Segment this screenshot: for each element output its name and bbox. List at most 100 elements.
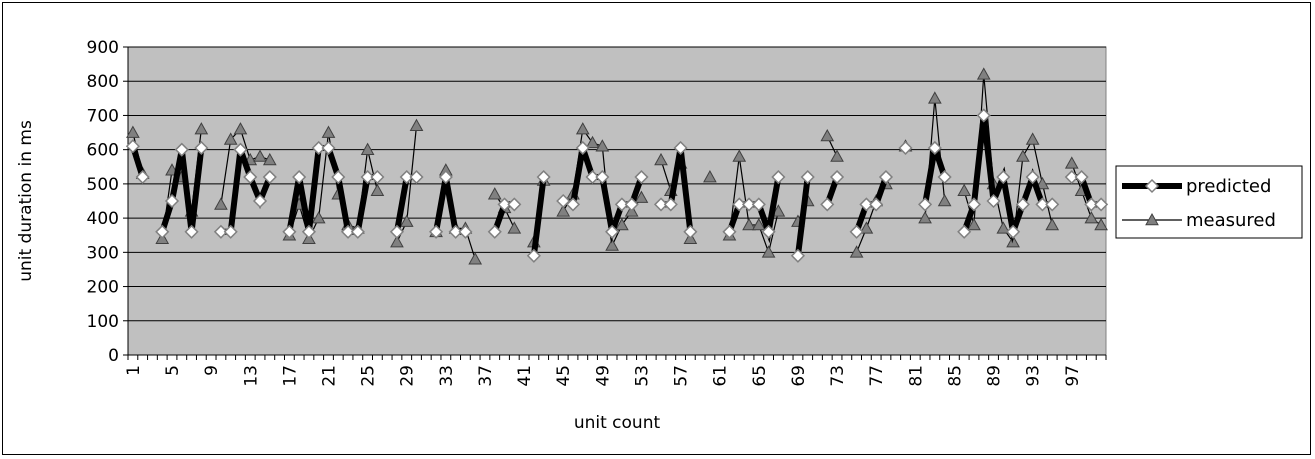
data-point-predicted	[399, 169, 414, 185]
data-point-predicted	[732, 197, 747, 212]
y-tick-label: 300	[87, 243, 119, 263]
x-tick-label: 5	[163, 365, 183, 376]
data-point-predicted	[869, 197, 884, 212]
data-point-predicted	[360, 169, 375, 185]
x-tick-label: 89	[985, 365, 1005, 387]
x-tick-label: 17	[280, 365, 300, 387]
data-point-predicted	[389, 224, 405, 239]
series-layer	[125, 67, 1109, 265]
x-tick-label: 21	[319, 365, 339, 387]
data-point-measured	[575, 122, 590, 135]
legend-label: predicted	[1186, 176, 1271, 197]
data-point-predicted	[918, 197, 933, 212]
data-point-predicted	[487, 224, 502, 239]
data-point-predicted	[448, 224, 463, 239]
data-point-predicted	[1025, 169, 1040, 185]
x-tick-label: 57	[672, 365, 692, 387]
data-point-measured	[311, 211, 326, 224]
data-point-measured	[487, 187, 502, 200]
data-point-measured	[849, 245, 864, 258]
x-tick-label: 13	[241, 365, 261, 387]
data-point-measured	[937, 193, 952, 207]
data-point-predicted	[996, 169, 1011, 185]
data-point-predicted	[849, 224, 864, 239]
data-point-predicted	[878, 169, 894, 185]
data-point-predicted	[976, 108, 991, 123]
data-point-measured	[928, 91, 942, 104]
data-point-predicted	[536, 169, 551, 185]
data-point-measured	[634, 190, 649, 203]
data-point-measured	[1084, 211, 1099, 224]
data-point-predicted	[184, 224, 199, 239]
data-point-measured	[262, 152, 277, 166]
data-point-measured	[1016, 149, 1030, 162]
data-point-measured	[918, 211, 932, 224]
y-tick-labels: 0 100 200 300 400 500 600 700 800 900	[87, 38, 119, 366]
data-point-predicted	[1074, 169, 1089, 185]
data-point-predicted	[859, 197, 874, 212]
legend: predicted measured	[1115, 165, 1303, 239]
data-point-measured	[233, 122, 248, 135]
data-point-predicted	[751, 197, 766, 212]
data-point-measured	[761, 245, 776, 258]
data-point-predicted	[164, 193, 180, 209]
series-predicted	[125, 108, 1109, 263]
x-axis-title: unit count	[574, 413, 661, 433]
data-point-measured	[321, 125, 336, 138]
data-point-predicted	[585, 169, 600, 185]
data-point-measured	[214, 197, 228, 210]
x-tick-label: 65	[750, 365, 770, 387]
data-point-predicted	[595, 169, 610, 185]
x-tick-labels: 1 5 9 13 17 21 25 29 33 37 41 45 49 53 57 61 65 69 73 77 81 8…	[124, 365, 1083, 387]
x-tick-label: 73	[828, 365, 848, 387]
data-point-predicted	[340, 224, 356, 239]
data-point-measured	[996, 221, 1011, 234]
data-point-predicted	[331, 169, 346, 185]
data-point-predicted	[575, 140, 590, 156]
data-point-predicted	[301, 224, 316, 239]
plot-area	[127, 46, 1107, 356]
data-point-predicted	[634, 169, 649, 185]
data-point-predicted	[966, 197, 982, 212]
data-point-predicted	[252, 193, 268, 209]
data-point-measured	[742, 217, 756, 231]
x-tick-label: 97	[1063, 365, 1083, 387]
legend-box	[1115, 165, 1303, 239]
data-point-predicted	[673, 140, 688, 156]
data-point-measured	[605, 238, 619, 251]
data-point-predicted	[927, 140, 942, 156]
x-tick-label: 29	[398, 365, 418, 387]
data-point-predicted	[761, 224, 776, 239]
data-point-predicted	[1035, 197, 1050, 212]
data-point-measured	[399, 214, 414, 227]
data-point-predicted	[1045, 197, 1060, 212]
y-tick-label: 0	[108, 346, 119, 366]
data-point-measured	[615, 217, 629, 231]
data-point-predicted	[937, 169, 952, 185]
legend-items: predicted measured	[1122, 176, 1276, 231]
x-tick-label: 85	[945, 365, 965, 387]
data-point-predicted	[820, 197, 835, 212]
data-point-predicted	[497, 197, 512, 212]
data-point-measured	[556, 204, 571, 217]
data-point-measured	[223, 132, 238, 145]
data-point-predicted	[800, 169, 815, 185]
data-point-predicted	[829, 169, 845, 185]
y-tick-label: 500	[87, 175, 119, 195]
data-point-measured	[360, 142, 375, 155]
y-tick-label: 100	[87, 312, 119, 332]
x-tick-label: 61	[711, 365, 731, 387]
data-point-measured	[194, 122, 209, 135]
data-point-predicted	[957, 224, 972, 239]
chart-svg: 0 100 200 300 400 500 600 700 800 900 1 5 9 13 17 21 25…	[16, 38, 1303, 433]
data-point-measured	[1025, 132, 1040, 145]
y-tick-label: 900	[87, 38, 119, 58]
data-point-predicted	[986, 193, 1001, 209]
data-point-measured	[390, 235, 404, 248]
data-point-measured	[253, 149, 267, 162]
y-tick-label: 700	[87, 106, 119, 126]
data-point-predicted	[155, 224, 170, 239]
data-point-measured	[1035, 176, 1050, 190]
data-point-measured	[976, 67, 991, 80]
